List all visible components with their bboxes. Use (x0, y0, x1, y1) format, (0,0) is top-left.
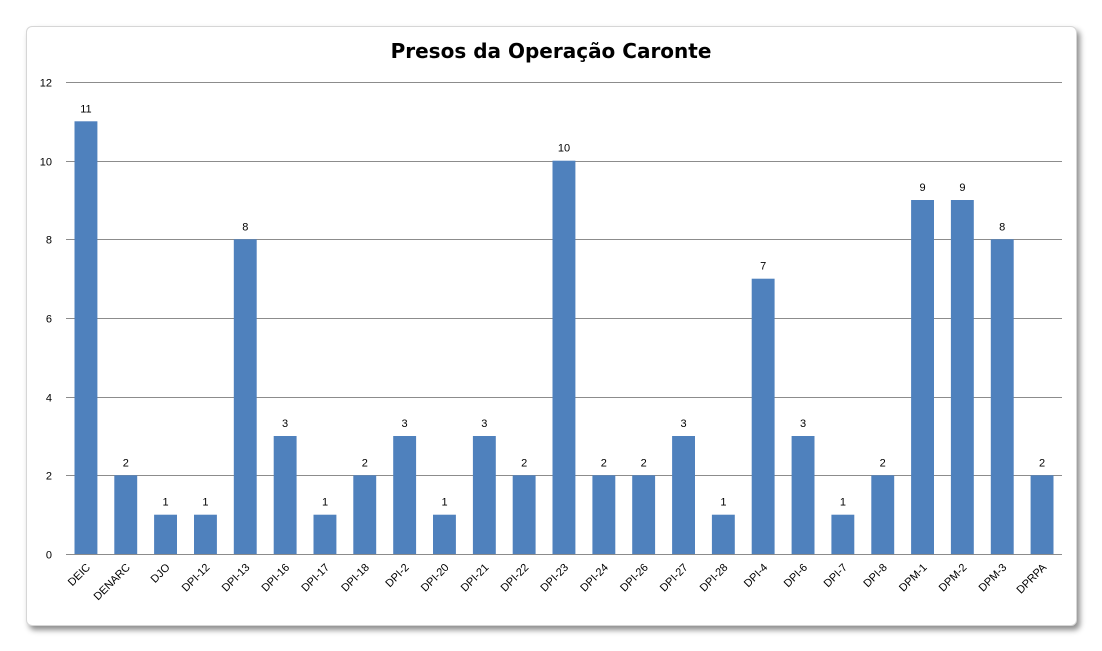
x-tick-label: DPM-2 (937, 562, 970, 595)
x-tick-label: DPM-1 (897, 562, 930, 595)
bar (1030, 475, 1054, 554)
bar-data-label: 9 (959, 182, 965, 194)
bar (433, 514, 456, 554)
x-tick-label: DPI-28 (698, 562, 731, 595)
y-tick-label: 4 (46, 393, 52, 405)
bar-data-label: 3 (481, 418, 487, 430)
x-tick-label: DPI-18 (339, 562, 372, 595)
x-tick-label: DPI-6 (782, 562, 810, 590)
bar-data-label: 1 (840, 497, 846, 509)
bar (950, 200, 974, 554)
bar-data-label: 3 (680, 418, 686, 430)
bar (472, 436, 496, 554)
bar (512, 475, 536, 554)
x-tick-label: DEIC (66, 562, 93, 589)
x-tick-label: DPI-17 (299, 562, 332, 595)
chart-title: Presos da Operação Caronte (391, 39, 712, 63)
bar-data-label: 7 (760, 261, 766, 273)
bar-data-label: 8 (999, 221, 1005, 233)
y-tick-label: 2 (46, 471, 52, 483)
bar-data-label: 2 (362, 457, 368, 469)
bars (74, 121, 1054, 555)
bar-data-label: 2 (880, 457, 886, 469)
bar-data-label: 1 (720, 497, 726, 509)
x-tick-label: DPI-27 (658, 562, 691, 595)
bar-data-label: 9 (920, 182, 926, 194)
bar-data-label: 2 (521, 457, 527, 469)
bar-data-label: 2 (123, 457, 129, 469)
bar-data-label: 10 (558, 143, 570, 155)
bar (154, 514, 177, 554)
y-tick-label: 8 (46, 235, 52, 247)
x-tick-label: DPI-24 (578, 562, 611, 595)
y-tick-label: 6 (46, 314, 52, 326)
bar-data-label: 2 (1039, 457, 1045, 469)
bar (74, 121, 98, 555)
bar-data-label: 3 (800, 418, 806, 430)
x-tick-label: DPI-2 (383, 562, 411, 590)
bar-data-label: 8 (242, 221, 248, 233)
bar-data-label: 2 (641, 457, 647, 469)
y-axis-ticks: 0 2 4 6 8 10 12 (40, 78, 52, 562)
x-tick-label: DPI-26 (618, 562, 651, 595)
bar (353, 475, 377, 554)
x-tick-label: DJO (149, 561, 173, 585)
x-tick-label: DPI-13 (220, 562, 253, 595)
bar (990, 239, 1014, 555)
bar (233, 239, 257, 555)
bar (711, 514, 735, 554)
bar-data-label: 3 (282, 418, 288, 430)
bar (194, 514, 217, 554)
x-tick-label: DPI-22 (499, 562, 532, 595)
bar (273, 436, 297, 554)
bar (632, 475, 656, 554)
bar-data-label: 1 (163, 497, 169, 509)
bar (871, 475, 895, 554)
y-tick-label: 10 (40, 157, 52, 169)
bar (552, 160, 576, 554)
x-tick-label: DENARC (92, 562, 133, 603)
x-tick-label: DPI-4 (742, 562, 770, 590)
x-tick-label: DPM-3 (977, 562, 1010, 595)
x-tick-label: DPI-21 (459, 562, 492, 595)
bar (114, 475, 138, 554)
x-tick-label: DPI-12 (180, 562, 213, 595)
bar-data-label: 3 (402, 418, 408, 430)
bar-data-label: 11 (80, 103, 91, 115)
bar (751, 278, 775, 554)
bar (911, 200, 934, 554)
x-tick-label: DPI-7 (822, 562, 850, 590)
bar (672, 436, 695, 554)
x-tick-label: DPI-20 (419, 562, 452, 595)
x-tick-label: DPI-16 (260, 562, 293, 595)
bar (313, 514, 337, 554)
y-tick-label: 0 (46, 550, 52, 562)
x-tick-label: DPRPA (1015, 561, 1050, 596)
bar-data-label: 1 (202, 497, 208, 509)
bar (791, 436, 815, 554)
bar-data-label: 1 (322, 497, 328, 509)
bar (592, 475, 616, 554)
bar-data-label: 2 (601, 457, 607, 469)
bar (393, 436, 417, 554)
bar (831, 514, 855, 554)
x-tick-label: DPI-8 (861, 562, 889, 590)
bar-data-label: 1 (441, 497, 447, 509)
x-tick-label: DPI-23 (538, 562, 571, 595)
y-tick-label: 12 (40, 78, 52, 90)
